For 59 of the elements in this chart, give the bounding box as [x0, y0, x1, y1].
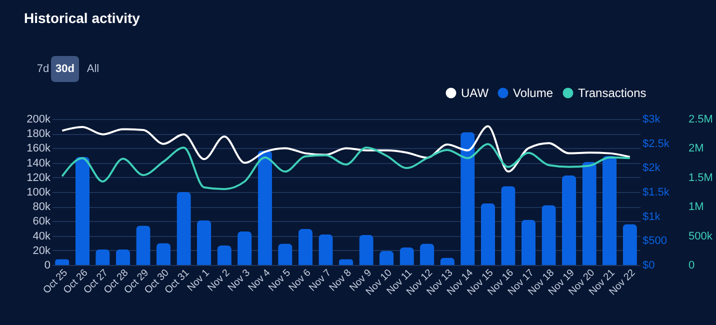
bar — [400, 247, 414, 265]
bar — [298, 228, 313, 265]
text: All — [86, 63, 100, 75]
bar — [602, 156, 617, 265]
text: 7d — [36, 63, 50, 75]
y-tick-label: 0 — [44, 260, 50, 272]
y-tick-label: 120k — [26, 172, 51, 184]
y3-tick-label: 0 — [688, 260, 695, 272]
legend-label: Volume — [513, 86, 554, 100]
chart-title: Historical activity — [24, 10, 140, 26]
bar — [196, 220, 212, 265]
text: 30d — [56, 63, 74, 75]
y-tick-label: 60k — [32, 216, 51, 228]
y3-tick-label: 2M — [688, 142, 704, 155]
y2-tick-label: $1.5k — [642, 186, 670, 198]
bar — [156, 243, 171, 265]
y3-tick-label: 2.5M — [688, 114, 713, 126]
bar — [562, 175, 576, 265]
y-tick-label: 180k — [26, 128, 51, 140]
bar — [521, 220, 536, 265]
bar — [582, 162, 596, 265]
legend-label: Transactions — [578, 86, 646, 100]
bar — [217, 246, 232, 265]
bar — [75, 156, 90, 265]
bar — [501, 186, 516, 265]
bar — [318, 234, 333, 265]
bar — [96, 249, 110, 265]
y2-tick-label: $500 — [642, 235, 667, 248]
bar — [258, 150, 272, 265]
bar — [278, 244, 292, 265]
y-tick-label: 40k — [32, 230, 51, 242]
bar — [176, 192, 191, 265]
y-tick-label: 80k — [32, 201, 51, 214]
y-tick-label: 100k — [26, 186, 51, 198]
y2-tick-label: $3k — [642, 114, 661, 126]
bar — [116, 249, 130, 265]
y-tick-label: 200k — [26, 114, 51, 126]
bar — [460, 132, 475, 265]
y-tick-label: 160k — [26, 142, 51, 155]
y2-tick-label: $1k — [642, 210, 661, 223]
bar — [542, 205, 556, 265]
y-tick-label: 20k — [32, 244, 51, 257]
y2-tick-label: $0 — [642, 260, 655, 272]
bar — [379, 250, 394, 265]
bar — [136, 226, 150, 265]
y3-tick-label: 1.5M — [688, 172, 713, 184]
line-series — [61, 125, 631, 173]
y-tick-label: 140k — [26, 157, 51, 170]
bar — [238, 231, 252, 265]
bar — [480, 203, 496, 265]
bar — [622, 224, 637, 265]
y2-tick-label: $2.5k — [642, 138, 670, 150]
y3-tick-label: 1M — [688, 201, 704, 214]
line-series — [61, 143, 631, 190]
bar — [420, 244, 434, 265]
bar — [359, 234, 374, 265]
y2-tick-label: $2k — [642, 162, 661, 174]
legend-label: UAW — [461, 86, 490, 100]
y3-tick-label: 500k — [688, 230, 713, 242]
